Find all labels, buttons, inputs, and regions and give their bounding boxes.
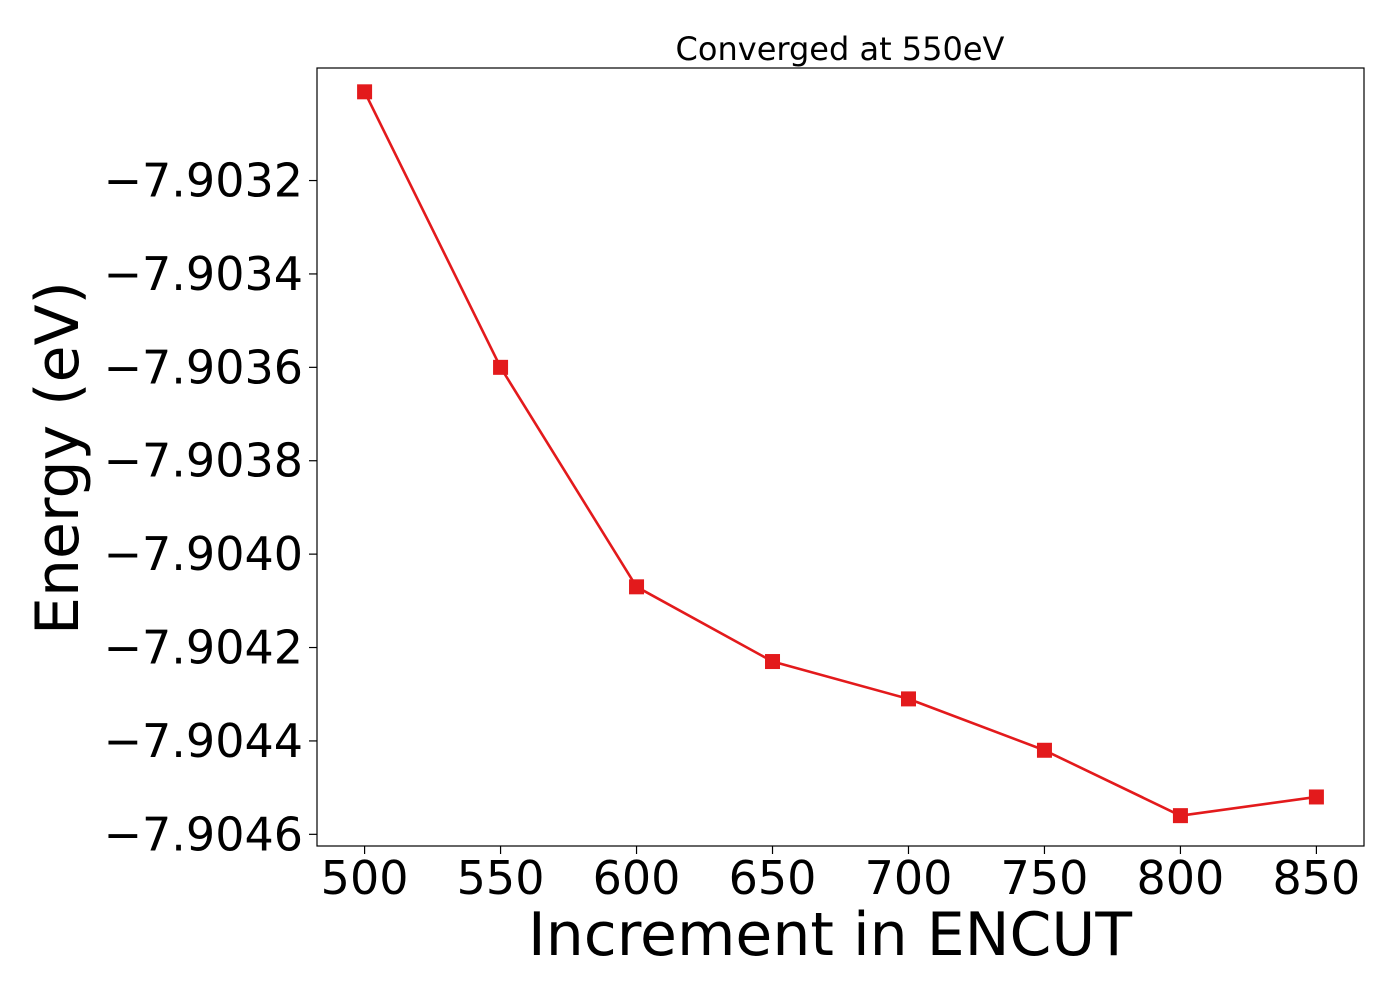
x-tick-label: 550 — [457, 851, 545, 905]
data-point-marker — [493, 359, 509, 375]
chart-title: Converged at 550eV — [676, 30, 1005, 68]
y-tick-label: −7.9044 — [104, 714, 304, 768]
y-tick-label: −7.9046 — [104, 807, 304, 861]
y-tick-label: −7.9040 — [104, 527, 304, 581]
series-line — [363, 91, 1317, 817]
y-axis-ticks: −7.9032 −7.9034 −7.9036 −7.9038 −7.9040 −7.90… — [104, 154, 317, 861]
x-tick-label: 800 — [1137, 851, 1225, 905]
data-point-marker — [765, 654, 781, 670]
data-point-marker — [1308, 789, 1324, 805]
data-point-marker — [357, 84, 373, 100]
data-point-marker — [629, 579, 645, 595]
x-axis-label: Increment in ENCUT — [528, 900, 1132, 970]
y-tick-label: −7.9036 — [104, 340, 304, 394]
x-tick-label: 650 — [729, 851, 817, 905]
x-tick-label: 600 — [593, 851, 681, 905]
y-tick-label: −7.9042 — [104, 621, 304, 675]
y-tick-label: −7.9032 — [104, 154, 304, 208]
y-axis-label: Energy (eV) — [23, 281, 93, 635]
plot-area-frame — [316, 67, 1365, 847]
series-layer — [357, 84, 1324, 824]
x-axis-ticks: 500 550 600 650 700 750 800 850 — [321, 846, 1361, 905]
x-tick-label: 850 — [1273, 851, 1361, 905]
x-tick-label: 700 — [865, 851, 953, 905]
x-tick-label: 500 — [321, 851, 409, 905]
data-point-marker — [900, 691, 916, 707]
y-tick-label: −7.9038 — [104, 434, 304, 488]
y-tick-label: −7.9034 — [104, 247, 304, 301]
x-tick-label: 750 — [1001, 851, 1089, 905]
data-point-marker — [1036, 742, 1052, 758]
data-point-marker — [1172, 808, 1188, 824]
